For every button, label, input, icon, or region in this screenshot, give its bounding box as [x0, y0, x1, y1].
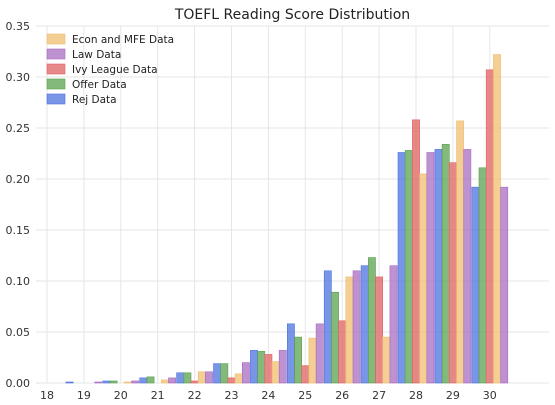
x-tick-label: 30 [483, 389, 497, 402]
bar-offer-data [220, 363, 229, 384]
x-tick-label: 21 [151, 389, 165, 402]
bars [65, 54, 509, 384]
bar-law-data [389, 265, 398, 384]
bar-law-data [426, 152, 435, 384]
legend-swatch [46, 78, 66, 90]
bar-law-data [463, 149, 472, 384]
x-tick-label: 19 [77, 389, 91, 402]
bar-econ-and-mfe-data [345, 276, 354, 384]
bar-rej-data [286, 323, 295, 384]
legend-swatch [46, 63, 66, 75]
bar-rej-data [360, 265, 369, 384]
bar-econ-and-mfe-data [234, 373, 243, 384]
chart-title: TOEFL Reading Score Distribution [174, 7, 410, 23]
bar-rej-data [213, 363, 221, 384]
x-tick-label: 29 [446, 389, 460, 402]
legend-label: Ivy League Data [72, 64, 158, 76]
legend-label: Econ and MFE Data [72, 34, 174, 46]
bar-offer-data [404, 150, 413, 384]
y-tick-label: 0.05 [6, 326, 31, 339]
bar-offer-data [367, 257, 376, 384]
legend: Econ and MFE Data Law Data Ivy League Data… [46, 33, 174, 106]
x-tick-label: 23 [225, 389, 239, 402]
bar-rej-data [102, 380, 111, 384]
x-tick-label: 24 [261, 389, 275, 402]
bar-ivy-league-data [448, 162, 457, 384]
bar-econ-and-mfe-data [456, 120, 464, 384]
bar-law-data [242, 362, 250, 384]
x-tick-label: 20 [114, 389, 128, 402]
bar-offer-data [331, 291, 339, 384]
bar-offer-data [146, 376, 155, 384]
bar-econ-and-mfe-data [308, 337, 317, 384]
bar-rej-data [323, 270, 332, 384]
x-tick-label: 26 [335, 389, 349, 402]
x-axis-ticks: 18 19 20 21 22 23 24 25 26 27 28 29 30 [40, 389, 497, 402]
bar-offer-data [257, 351, 266, 384]
bar-econ-and-mfe-data [419, 173, 428, 384]
bar-law-data [168, 377, 176, 384]
bar-law-data [352, 270, 361, 384]
y-tick-label: 0.35 [6, 20, 31, 33]
bar-offer-data [109, 380, 118, 384]
bar-ivy-league-data [485, 69, 494, 384]
bar-rej-data [65, 381, 74, 384]
bar-ivy-league-data [301, 365, 310, 384]
bar-ivy-league-data [412, 119, 420, 384]
y-tick-label: 0.10 [6, 275, 31, 288]
y-tick-label: 0.20 [6, 173, 31, 186]
bar-econ-and-mfe-data [124, 381, 132, 384]
bar-rej-data [471, 186, 480, 384]
bar-rej-data [434, 149, 443, 384]
bar-econ-and-mfe-data [271, 361, 280, 384]
bar-ivy-league-data [338, 320, 347, 384]
legend-swatch [46, 93, 66, 105]
bar-offer-data [183, 372, 192, 384]
bar-law-data [94, 381, 103, 384]
bar-ivy-league-data [190, 380, 199, 384]
legend-swatch [46, 48, 66, 60]
bar-econ-and-mfe-data [382, 336, 391, 384]
bar-econ-and-mfe-data [161, 379, 169, 384]
bar-offer-data [478, 167, 487, 384]
bar-rej-data [250, 350, 258, 384]
bar-ivy-league-data [375, 276, 383, 384]
bar-offer-data [441, 144, 450, 384]
legend-label: Law Data [72, 49, 121, 61]
bar-ivy-league-data [227, 377, 236, 384]
bar-law-data [131, 380, 140, 384]
bar-rej-data [176, 372, 185, 384]
x-tick-label: 22 [188, 389, 202, 402]
y-axis-ticks: 0.00 0.05 0.10 0.15 0.20 0.25 0.30 0.35 [6, 20, 31, 390]
bar-rej-data [139, 377, 148, 384]
x-tick-label: 27 [372, 389, 386, 402]
y-tick-label: 0.15 [6, 224, 31, 237]
legend-swatch [46, 33, 66, 45]
legend-label: Offer Data [72, 79, 127, 91]
bar-law-data [315, 323, 324, 384]
x-tick-label: 28 [409, 389, 423, 402]
x-tick-label: 25 [298, 389, 312, 402]
x-tick-label: 18 [40, 389, 54, 402]
bar-offer-data [294, 336, 302, 384]
legend-label: Rej Data [72, 94, 117, 106]
bar-law-data [278, 350, 287, 384]
bar-law-data [205, 371, 213, 384]
bar-law-data [500, 186, 509, 384]
y-tick-label: 0.25 [6, 122, 31, 135]
y-tick-label: 0.00 [6, 377, 31, 390]
bar-econ-and-mfe-data [197, 371, 206, 384]
bar-rej-data [397, 152, 406, 384]
y-tick-label: 0.30 [6, 71, 31, 84]
bar-ivy-league-data [264, 354, 273, 384]
bar-econ-and-mfe-data [493, 54, 501, 384]
